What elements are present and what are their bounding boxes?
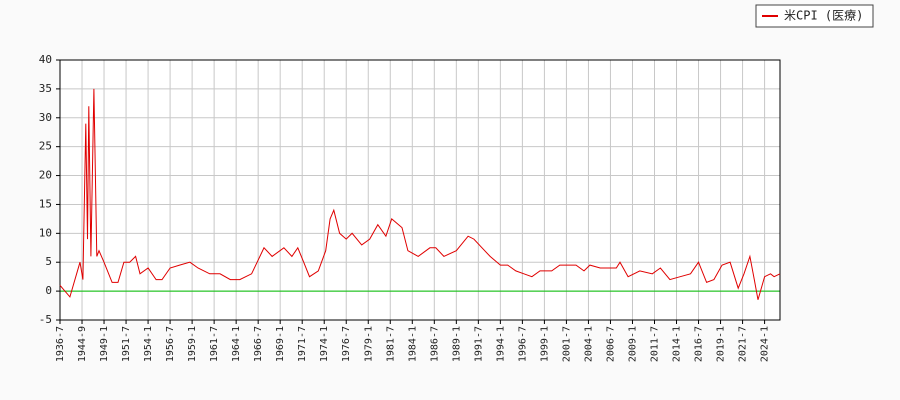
x-tick-label: 1949-1 xyxy=(99,326,110,362)
x-tick-label: 1954-1 xyxy=(143,326,154,362)
x-tick-label: 1991-7 xyxy=(473,326,484,362)
x-tick-label: 2021-7 xyxy=(738,326,749,362)
x-tick-label: 1964-1 xyxy=(231,326,242,362)
x-tick-label: 2019-1 xyxy=(716,326,727,362)
x-tick-label: 2024-1 xyxy=(760,326,771,362)
x-tick-label: 1956-7 xyxy=(165,326,176,362)
x-tick-label: 1969-1 xyxy=(275,326,286,362)
y-tick-label: 5 xyxy=(45,255,52,268)
x-tick-label: 1989-1 xyxy=(451,326,462,362)
plot-area xyxy=(60,60,780,320)
x-tick-label: 1936-7 xyxy=(55,326,66,362)
legend-label: 米CPI (医療) xyxy=(784,9,863,23)
y-tick-label: 20 xyxy=(39,169,52,182)
y-tick-label: 0 xyxy=(45,284,52,297)
y-tick-label: 15 xyxy=(39,197,52,210)
x-tick-label: 1944-9 xyxy=(77,326,88,362)
x-tick-label: 1994-1 xyxy=(495,326,506,362)
x-tick-label: 1966-7 xyxy=(253,326,264,362)
x-tick-label: 1986-7 xyxy=(429,326,440,362)
x-tick-label: 1976-7 xyxy=(341,326,352,362)
x-tick-label: 1999-1 xyxy=(539,326,550,362)
legend-box xyxy=(755,4,874,28)
x-tick-label: 2016-7 xyxy=(694,326,705,362)
y-tick-label: 35 xyxy=(39,82,52,95)
x-tick-label: 1971-7 xyxy=(297,326,308,362)
y-tick-label: 25 xyxy=(39,140,52,153)
x-tick-label: 2009-1 xyxy=(627,326,638,362)
plot-frame xyxy=(59,59,781,321)
x-tick-label: 1951-7 xyxy=(121,326,132,362)
y-tick-label: 40 xyxy=(39,53,52,66)
x-tick-label: 1961-7 xyxy=(209,326,220,362)
y-tick-label: 10 xyxy=(39,226,52,239)
x-tick-label: 1959-1 xyxy=(187,326,198,362)
x-tick-label: 2014-1 xyxy=(672,326,683,362)
data-line xyxy=(59,88,781,300)
x-tick-label: 1974-1 xyxy=(319,326,330,362)
x-tick-label: 2004-1 xyxy=(583,326,594,362)
y-tick-label: -5 xyxy=(39,313,52,326)
x-tick-label: 1981-7 xyxy=(385,326,396,362)
x-tick-label: 1984-1 xyxy=(407,326,418,362)
x-tick-label: 2011-7 xyxy=(649,326,660,362)
x-tick-label: 1979-1 xyxy=(363,326,374,362)
x-tick-label: 1996-7 xyxy=(517,326,528,362)
x-tick-label: 2006-7 xyxy=(605,326,616,362)
y-tick-label: 30 xyxy=(39,111,52,124)
x-tick-label: 2001-7 xyxy=(561,326,572,362)
